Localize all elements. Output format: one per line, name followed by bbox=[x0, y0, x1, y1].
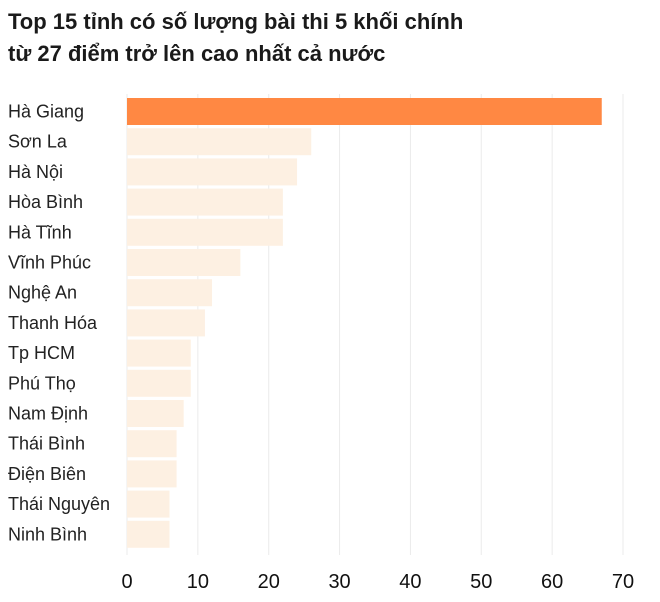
category-label: Nam Định bbox=[8, 404, 88, 424]
bar bbox=[127, 218, 283, 246]
bar bbox=[127, 158, 298, 186]
bar bbox=[127, 520, 170, 548]
x-tick-label: 60 bbox=[541, 571, 563, 593]
x-tick-label: 10 bbox=[187, 571, 209, 593]
bar bbox=[127, 279, 213, 307]
bar bbox=[127, 188, 283, 216]
chart-title-line-2: từ 27 điểm trở lên cao nhất cả nước bbox=[8, 41, 386, 66]
category-label: Hà Tĩnh bbox=[8, 222, 72, 242]
x-tick-label: 70 bbox=[612, 571, 634, 593]
bar bbox=[127, 309, 205, 337]
bar bbox=[127, 430, 177, 458]
x-tick-label: 30 bbox=[328, 571, 350, 593]
chart-title: Top 15 tỉnh có số lượng bài thi 5 khối c… bbox=[8, 6, 463, 70]
category-label: Hà Giang bbox=[8, 102, 84, 122]
x-tick-label: 50 bbox=[470, 571, 492, 593]
bar bbox=[127, 249, 241, 276]
x-tick-label: 40 bbox=[399, 571, 421, 593]
category-label: Vĩnh Phúc bbox=[8, 253, 91, 273]
x-tick-label: 20 bbox=[258, 571, 280, 593]
chart-title-line-1: Top 15 tỉnh có số lượng bài thi 5 khối c… bbox=[8, 9, 464, 34]
category-label: Sơn La bbox=[8, 132, 68, 152]
bar bbox=[127, 339, 191, 367]
category-label: Tp HCM bbox=[8, 343, 75, 363]
category-label: Thanh Hóa bbox=[8, 313, 98, 333]
bar bbox=[127, 400, 184, 427]
category-label: Hà Nội bbox=[8, 162, 63, 182]
category-label: Hòa Bình bbox=[8, 192, 83, 212]
bar bbox=[127, 490, 170, 518]
category-label: Thái Nguyên bbox=[8, 494, 110, 514]
category-label: Phú Thọ bbox=[8, 373, 76, 393]
category-label: Nghệ An bbox=[8, 283, 77, 303]
category-label: Điện Biên bbox=[8, 464, 86, 484]
x-tick-label: 0 bbox=[121, 571, 132, 593]
bar bbox=[127, 460, 177, 488]
category-label: Thái Bình bbox=[8, 434, 85, 454]
bar bbox=[127, 369, 191, 397]
bar bbox=[127, 98, 602, 125]
category-label: Ninh Bình bbox=[8, 524, 87, 544]
bar bbox=[127, 128, 312, 156]
